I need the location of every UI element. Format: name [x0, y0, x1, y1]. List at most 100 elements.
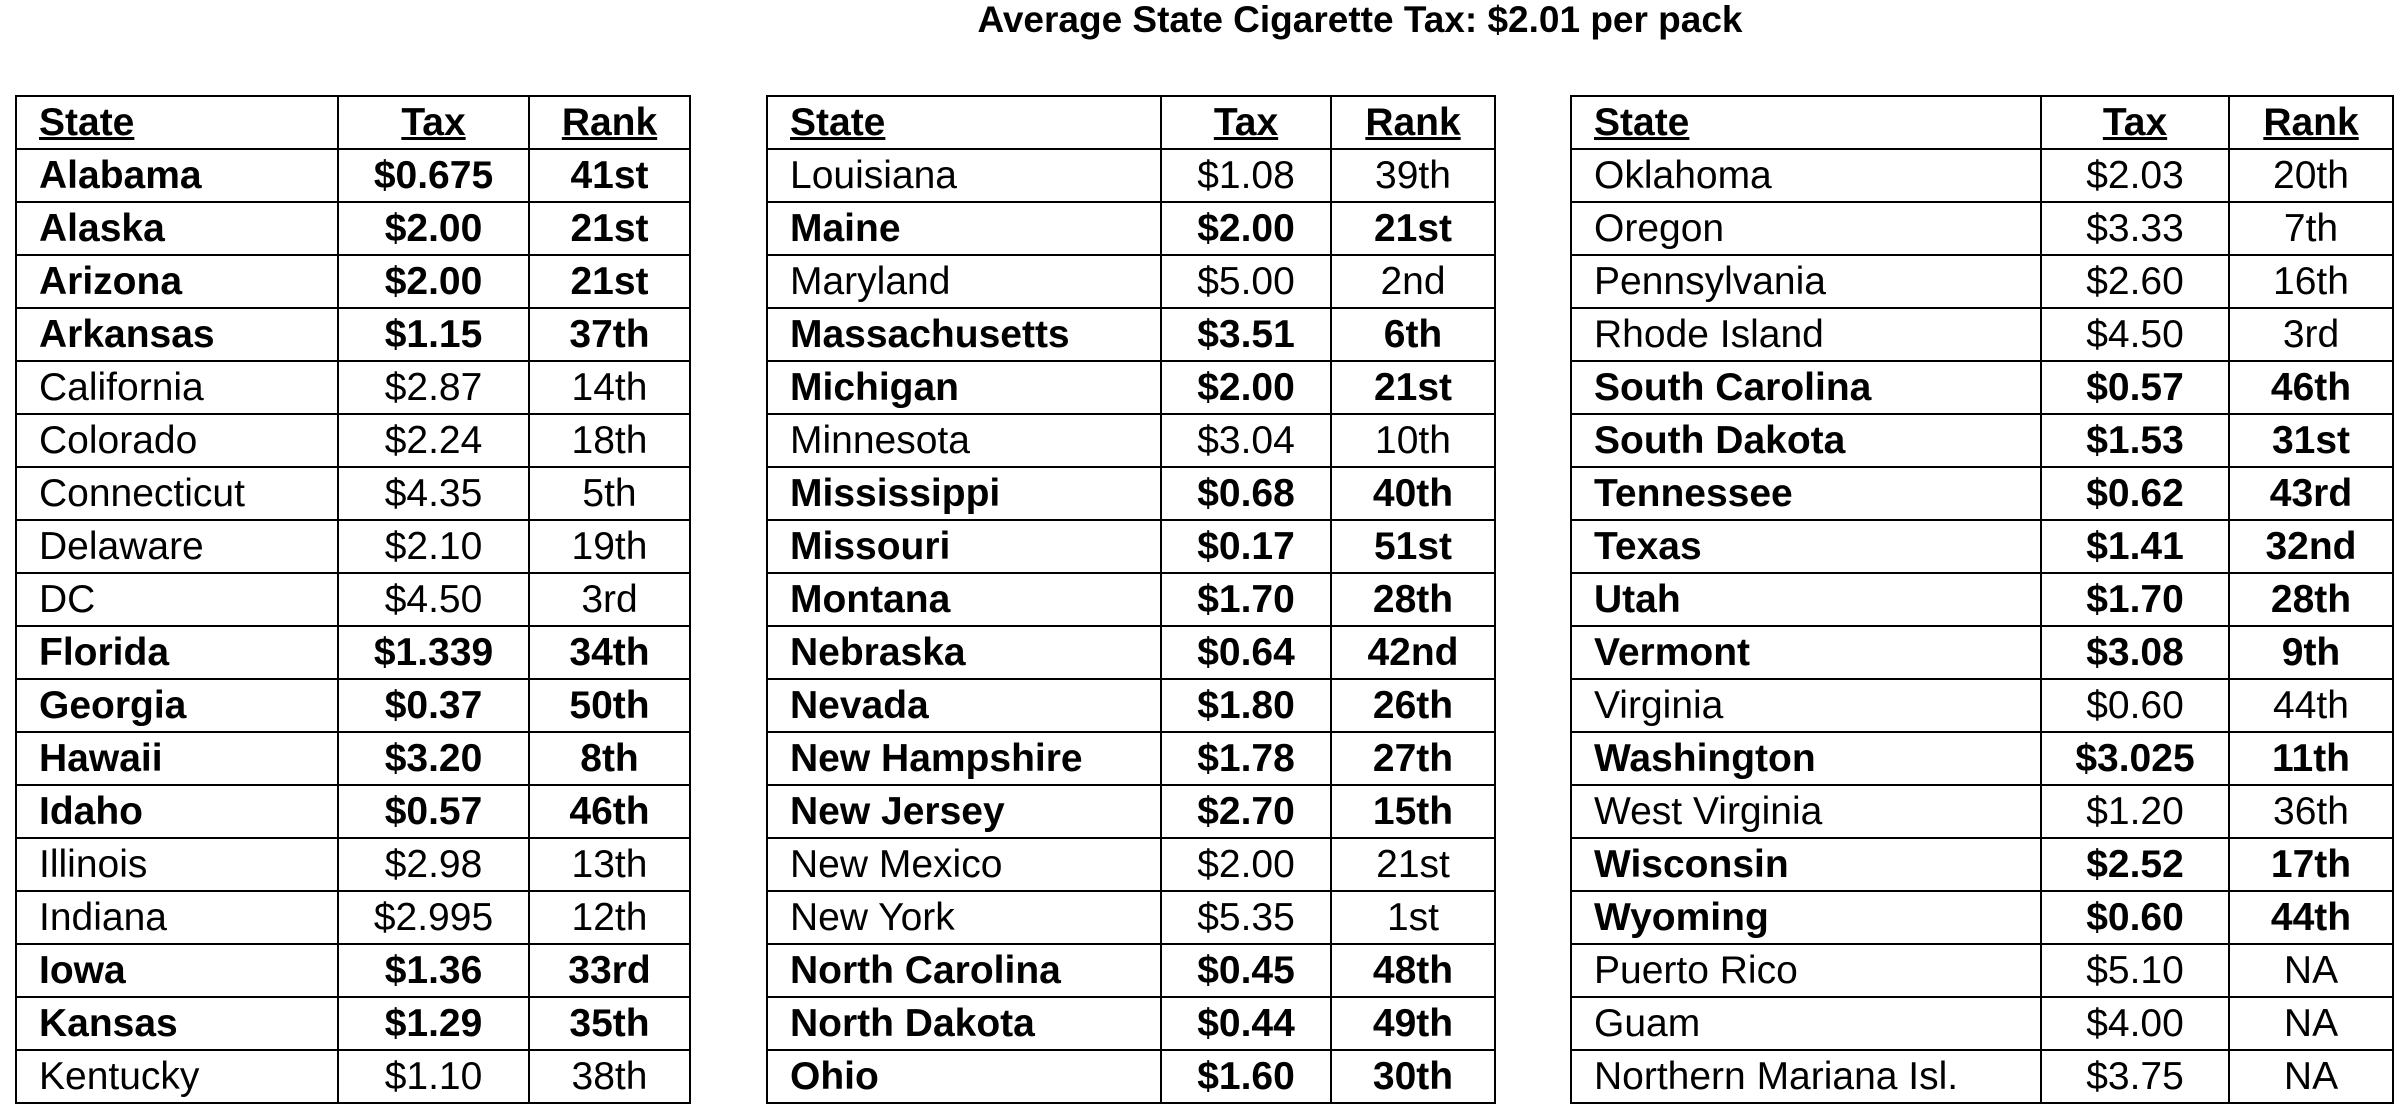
rank-cell: 51st	[1330, 519, 1496, 574]
state-cell: Colorado	[15, 413, 339, 468]
table-row: Connecticut $4.35 5th	[15, 466, 691, 521]
column-header: Tax	[2040, 95, 2230, 150]
rank-cell: 3rd	[528, 572, 691, 627]
rank-cell: 43rd	[2228, 466, 2394, 521]
table-row: Tennessee $0.62 43rd	[1570, 466, 2394, 521]
state-cell: Pennsylvania	[1570, 254, 2042, 309]
tax-cell: $2.98	[337, 837, 530, 892]
tax-cell: $0.45	[1160, 943, 1332, 998]
rank-cell: 21st	[1330, 201, 1496, 256]
table-row: South Carolina $0.57 46th	[1570, 360, 2394, 415]
tax-cell: $0.37	[337, 678, 530, 733]
tax-cell: $4.50	[2040, 307, 2230, 362]
tax-cell: $4.35	[337, 466, 530, 521]
table-row: Vermont $3.08 9th	[1570, 625, 2394, 680]
tax-cell: $2.10	[337, 519, 530, 574]
state-cell: Alaska	[15, 201, 339, 256]
table-row: Missouri $0.17 51st	[766, 519, 1496, 574]
table-row: Utah $1.70 28th	[1570, 572, 2394, 627]
table-row: Texas $1.41 32nd	[1570, 519, 2394, 574]
table-row: Michigan $2.00 21st	[766, 360, 1496, 415]
state-cell: Oregon	[1570, 201, 2042, 256]
column-header: Tax	[1160, 95, 1332, 150]
rank-cell: 8th	[528, 731, 691, 786]
table-row: California $2.87 14th	[15, 360, 691, 415]
table-row: Maine $2.00 21st	[766, 201, 1496, 256]
rank-cell: 48th	[1330, 943, 1496, 998]
table-row: Kansas $1.29 35th	[15, 996, 691, 1051]
state-cell: Vermont	[1570, 625, 2042, 680]
table-row: Idaho $0.57 46th	[15, 784, 691, 839]
column-header: Rank	[1330, 95, 1496, 150]
rank-cell: 26th	[1330, 678, 1496, 733]
state-cell: Wyoming	[1570, 890, 2042, 945]
tax-cell: $2.24	[337, 413, 530, 468]
tax-cell: $0.675	[337, 148, 530, 203]
table-row: Washington $3.025 11th	[1570, 731, 2394, 786]
state-cell: Missouri	[766, 519, 1162, 574]
rank-cell: 37th	[528, 307, 691, 362]
tax-cell: $2.70	[1160, 784, 1332, 839]
state-cell: Louisiana	[766, 148, 1162, 203]
tax-cell: $2.00	[1160, 360, 1332, 415]
table-row: Colorado $2.24 18th	[15, 413, 691, 468]
rank-cell: 21st	[1330, 837, 1496, 892]
rank-cell: 31st	[2228, 413, 2394, 468]
tax-cell: $0.60	[2040, 890, 2230, 945]
rank-cell: 14th	[528, 360, 691, 415]
rank-cell: 36th	[2228, 784, 2394, 839]
state-cell: Wisconsin	[1570, 837, 2042, 892]
rank-cell: 50th	[528, 678, 691, 733]
state-cell: New Jersey	[766, 784, 1162, 839]
rank-cell: 3rd	[2228, 307, 2394, 362]
tax-cell: $2.60	[2040, 254, 2230, 309]
rank-cell: 21st	[1330, 360, 1496, 415]
rank-cell: 11th	[2228, 731, 2394, 786]
rank-cell: 21st	[528, 201, 691, 256]
table-row: Illinois $2.98 13th	[15, 837, 691, 892]
state-cell: Ohio	[766, 1049, 1162, 1104]
state-cell: Indiana	[15, 890, 339, 945]
state-cell: Maine	[766, 201, 1162, 256]
rank-cell: 28th	[2228, 572, 2394, 627]
table-row: DC $4.50 3rd	[15, 572, 691, 627]
state-cell: Washington	[1570, 731, 2042, 786]
page-title: Average State Cigarette Tax: $2.01 per p…	[977, 0, 1743, 40]
header-row: State Tax Rank	[766, 95, 1496, 150]
tax-cell: $1.339	[337, 625, 530, 680]
tax-cell: $1.41	[2040, 519, 2230, 574]
state-cell: Nevada	[766, 678, 1162, 733]
rank-cell: 38th	[528, 1049, 691, 1104]
state-cell: Texas	[1570, 519, 2042, 574]
rank-cell: 44th	[2228, 678, 2394, 733]
state-cell: West Virginia	[1570, 784, 2042, 839]
state-cell: South Dakota	[1570, 413, 2042, 468]
table-row: Mississippi $0.68 40th	[766, 466, 1496, 521]
rank-cell: 46th	[2228, 360, 2394, 415]
rank-cell: 18th	[528, 413, 691, 468]
table-row: Hawaii $3.20 8th	[15, 731, 691, 786]
state-cell: Delaware	[15, 519, 339, 574]
tax-cell: $1.08	[1160, 148, 1332, 203]
column-header: State	[1570, 95, 2042, 150]
state-cell: New York	[766, 890, 1162, 945]
state-cell: Iowa	[15, 943, 339, 998]
tax-cell: $3.51	[1160, 307, 1332, 362]
table-row: Maryland $5.00 2nd	[766, 254, 1496, 309]
tax-cell: $2.52	[2040, 837, 2230, 892]
rank-cell: 35th	[528, 996, 691, 1051]
state-cell: New Mexico	[766, 837, 1162, 892]
state-cell: Michigan	[766, 360, 1162, 415]
tax-cell: $1.29	[337, 996, 530, 1051]
state-cell: Virginia	[1570, 678, 2042, 733]
tax-cell: $3.20	[337, 731, 530, 786]
tax-table: State Tax Rank Louisiana $1.08 39th Maine $2.00…	[766, 95, 1496, 1104]
table-row: Puerto Rico $5.10 NA	[1570, 943, 2394, 998]
table-row: Guam $4.00 NA	[1570, 996, 2394, 1051]
table-row: Iowa $1.36 33rd	[15, 943, 691, 998]
state-cell: Kentucky	[15, 1049, 339, 1104]
table-row: Wyoming $0.60 44th	[1570, 890, 2394, 945]
state-cell: New Hampshire	[766, 731, 1162, 786]
table-row: New York $5.35 1st	[766, 890, 1496, 945]
